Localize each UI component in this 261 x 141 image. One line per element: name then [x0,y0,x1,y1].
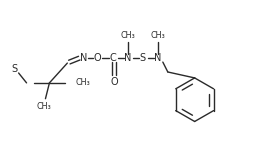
Text: N: N [80,53,87,63]
Text: C: C [110,53,116,63]
Text: CH₃: CH₃ [121,31,135,40]
Text: S: S [140,53,146,63]
Text: CH₃: CH₃ [36,102,51,111]
Text: CH₃: CH₃ [151,31,165,40]
Text: N: N [124,53,132,63]
Text: CH₃: CH₃ [75,78,90,87]
Text: S: S [11,64,18,74]
Text: N: N [154,53,162,63]
Text: O: O [110,77,118,87]
Text: O: O [93,53,101,63]
